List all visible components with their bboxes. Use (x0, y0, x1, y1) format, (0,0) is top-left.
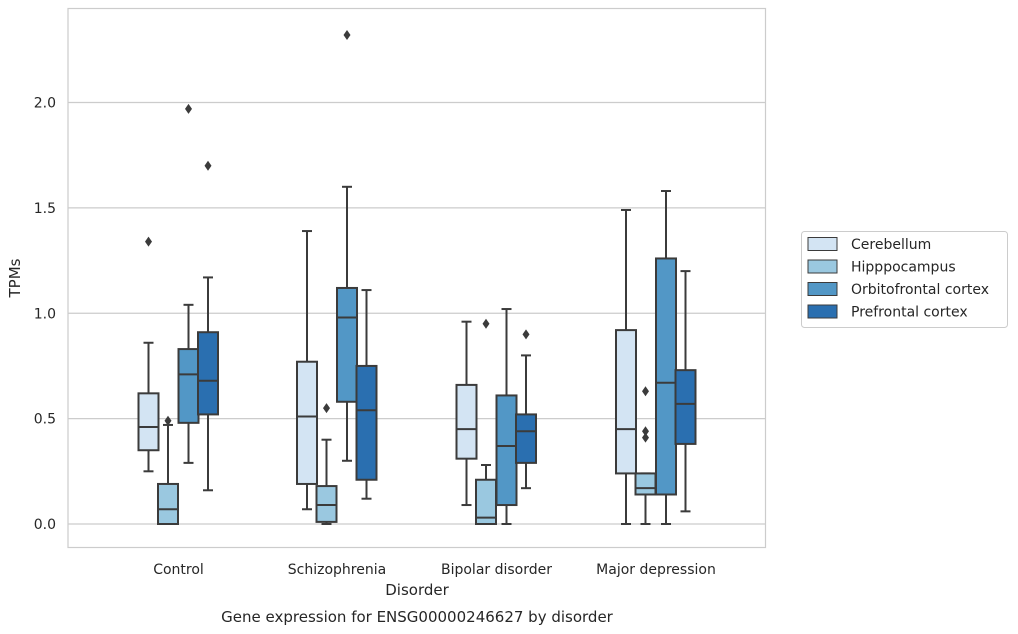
legend-label: Hipppocampus (851, 260, 956, 276)
box-orbitofrontal-cortex (655, 190, 677, 525)
y-tick-label: 1.0 (34, 306, 56, 322)
box-iqr (157, 482, 179, 525)
box-iqr (455, 383, 478, 460)
box-iqr (615, 329, 637, 475)
y-tick-label: 1.5 (34, 201, 56, 217)
box-prefrontal-cortex (355, 289, 378, 500)
box-iqr (634, 472, 657, 496)
y-tick-label: 0.5 (34, 412, 56, 428)
outlier-point (204, 160, 212, 171)
plot-area-frame (67, 7, 767, 549)
legend-item: Prefrontal cortex (807, 304, 968, 321)
box-hipppocampus (475, 318, 497, 525)
legend-label: Orbitofrontal cortex (851, 282, 989, 298)
box-iqr (495, 394, 518, 507)
box-iqr (315, 485, 338, 523)
chart-caption: Gene expression for ENSG00000246627 by d… (221, 608, 614, 626)
box-iqr (137, 392, 160, 452)
outlier-point (185, 103, 192, 114)
box-cerebellum (455, 320, 478, 507)
box-prefrontal-cortex (197, 160, 219, 492)
legend-label: Cerebellum (851, 237, 931, 253)
outlier-point (145, 236, 152, 247)
legend: Cerebellum Hipppocampus Orbitofrontal cort… (801, 231, 1008, 328)
box-iqr (336, 286, 358, 403)
box-orbitofrontal-cortex (495, 308, 518, 525)
box-groups (137, 30, 697, 525)
x-tick-label: Control (153, 562, 204, 578)
box-orbitofrontal-cortex (177, 103, 200, 464)
legend-label: Prefrontal cortex (851, 305, 968, 321)
box-hipppocampus (315, 403, 338, 525)
box-cerebellum (615, 208, 637, 525)
x-tick-label: Schizophrenia (288, 562, 386, 578)
legend-swatch (807, 282, 838, 296)
outlier-point (642, 432, 649, 443)
outlier-point (642, 426, 649, 437)
outlier-point (323, 403, 330, 414)
box-iqr (197, 331, 219, 416)
legend-swatch (807, 304, 838, 319)
legend-item: Cerebellum (807, 237, 931, 253)
legend-frame (801, 231, 1008, 328)
box-prefrontal-cortex (515, 329, 537, 490)
x-tick-label: Major depression (596, 562, 716, 578)
y-tick-label: 0.0 (34, 517, 56, 533)
outlier-point (522, 329, 530, 340)
outlier-point (164, 415, 172, 426)
legend-swatch (807, 237, 838, 251)
outlier-point (642, 386, 649, 397)
x-axis-ticks: Control Schizophrenia Bipolar disorder Majo… (153, 562, 716, 578)
legend-item: Orbitofrontal cortex (807, 282, 989, 298)
box-orbitofrontal-cortex (336, 30, 358, 462)
box-iqr (177, 348, 200, 424)
box-hipppocampus (634, 386, 657, 525)
box-cerebellum (137, 236, 160, 473)
box-iqr (515, 413, 537, 464)
y-axis-ticks: 0.0 0.5 1.0 1.5 2.0 (34, 96, 56, 534)
x-axis-label: Disorder (385, 581, 449, 599)
box-cerebellum (296, 230, 318, 511)
x-tick-label: Bipolar disorder (441, 562, 552, 578)
box-iqr (296, 360, 318, 485)
legend-item: Hipppocampus (807, 259, 956, 276)
box-hipppocampus (157, 415, 179, 525)
outlier-point (482, 318, 490, 329)
box-iqr (355, 364, 378, 481)
box-prefrontal-cortex (674, 270, 697, 513)
legend-swatch (807, 259, 838, 274)
box-iqr (674, 369, 697, 445)
y-tick-label: 2.0 (34, 96, 56, 112)
box-iqr (655, 257, 677, 496)
outlier-point (343, 30, 351, 41)
y-axis-label: TPMs (6, 258, 24, 298)
